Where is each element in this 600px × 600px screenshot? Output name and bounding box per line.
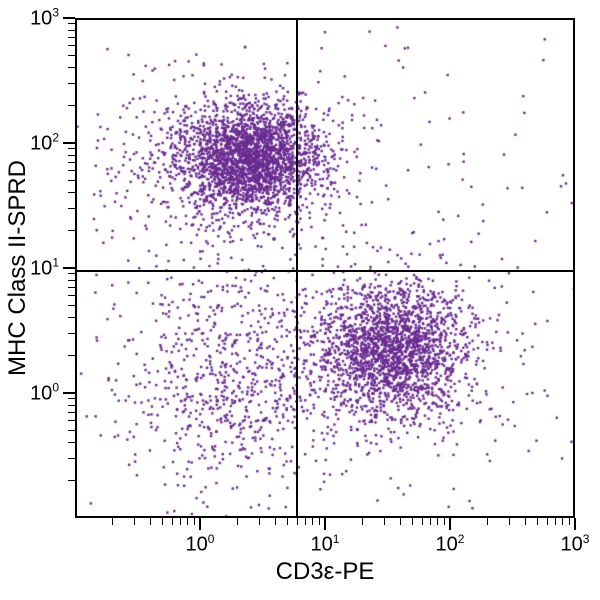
y-tick-label: 102 — [0, 131, 59, 156]
plot-area — [75, 18, 575, 518]
y-tick-label: 103 — [0, 6, 59, 31]
x-tick-label: 102 — [436, 532, 465, 557]
x-tick-label: 103 — [561, 532, 590, 557]
quadrant-line-vertical — [296, 18, 298, 518]
flow-cytometry-scatter: 100101102103100101102103 CD3ε-PE MHC Cla… — [0, 0, 600, 600]
quadrant-line-horizontal — [75, 270, 575, 272]
y-axis-label: MHC Class II-SPRD — [4, 160, 32, 376]
x-tick-label: 100 — [186, 532, 215, 557]
x-axis-label: CD3ε-PE — [276, 558, 375, 586]
x-tick-label: 101 — [311, 532, 340, 557]
scatter-points — [75, 18, 575, 518]
y-tick-label: 100 — [0, 381, 59, 406]
